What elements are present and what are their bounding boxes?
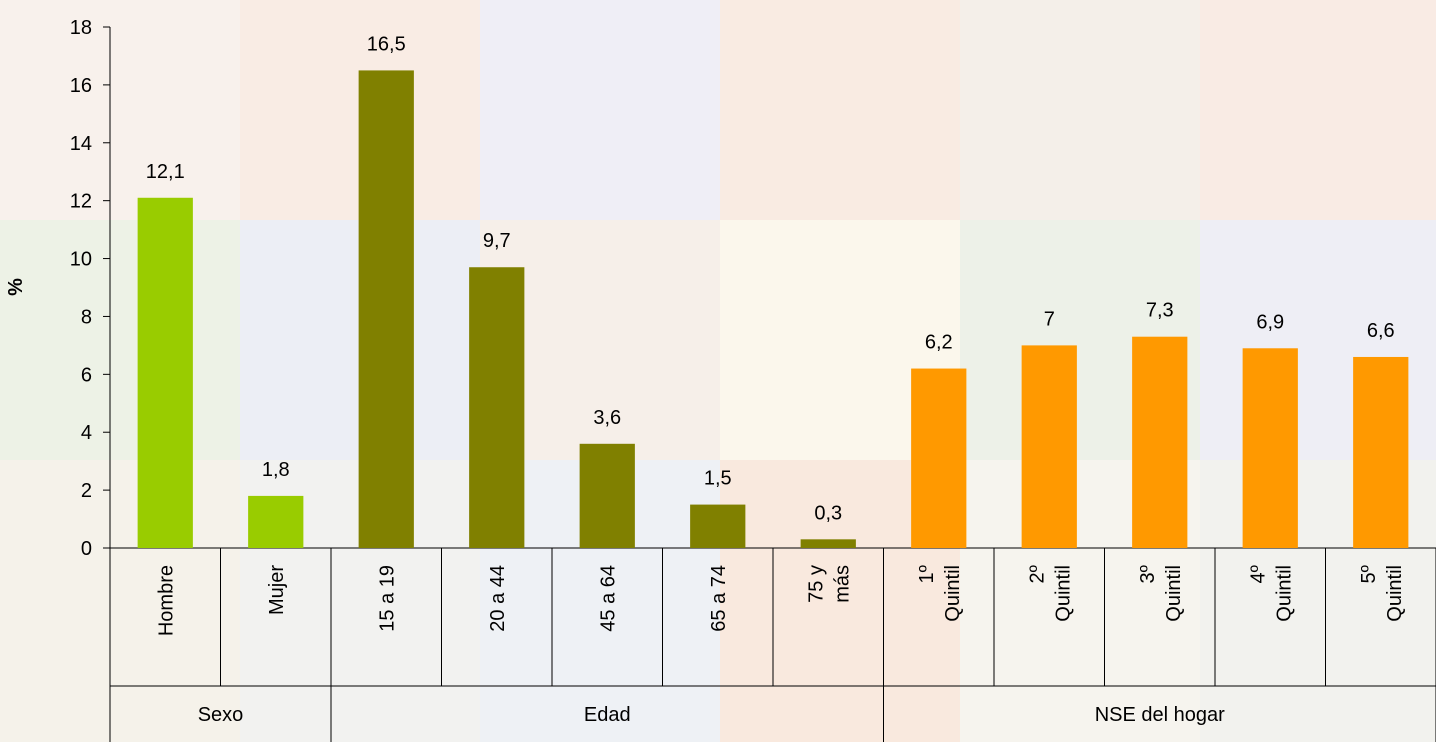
y-tick-label: 0 <box>81 538 92 560</box>
x-tick-label: 2º Quintil <box>1026 564 1074 621</box>
value-label: 3,6 <box>593 407 621 429</box>
bar <box>137 197 193 548</box>
bar <box>690 504 746 548</box>
value-label: 6,6 <box>1367 320 1395 342</box>
value-label: 0,3 <box>814 502 842 524</box>
value-label: 7 <box>1044 308 1055 330</box>
y-tick-label: 4 <box>81 422 92 444</box>
bar <box>800 539 856 548</box>
x-tick-label: Mujer <box>266 565 288 615</box>
bar <box>579 443 635 548</box>
group-label: NSE del hogar <box>1095 704 1225 726</box>
x-tick-label: 5º Quintil <box>1358 564 1406 621</box>
bar <box>911 368 967 548</box>
x-tick-label: 45 a 64 <box>597 565 619 632</box>
value-label: 7,3 <box>1146 300 1174 322</box>
y-tick-label: 6 <box>81 364 92 386</box>
value-label: 9,7 <box>483 230 511 252</box>
y-tick-label: 14 <box>70 133 92 155</box>
bar <box>248 495 304 548</box>
y-tick-label: 2 <box>81 480 92 502</box>
y-tick-label: 12 <box>70 191 92 213</box>
value-label: 1,8 <box>262 459 290 481</box>
y-tick-label: 16 <box>70 75 92 97</box>
bar <box>469 267 525 548</box>
bar <box>358 70 414 549</box>
value-label: 6,2 <box>925 332 953 354</box>
y-tick-label: 10 <box>70 249 92 271</box>
x-tick-label: 20 a 44 <box>487 565 509 632</box>
bar <box>1132 336 1188 548</box>
value-label: 12,1 <box>146 161 185 183</box>
x-tick-label: 15 a 19 <box>376 565 398 632</box>
value-label: 6,9 <box>1256 311 1284 333</box>
bar <box>1021 345 1077 548</box>
group-label: Edad <box>584 704 631 726</box>
value-label: 1,5 <box>704 468 732 490</box>
x-tick-label: 1º Quintil <box>916 564 964 621</box>
y-axis-label: % <box>5 278 27 296</box>
bar <box>1242 348 1298 548</box>
x-tick-label: 75 y más <box>805 565 853 603</box>
y-tick-label: 18 <box>70 17 92 39</box>
group-label: Sexo <box>198 704 244 726</box>
value-label: 16,5 <box>367 33 406 55</box>
bar <box>1353 356 1409 548</box>
x-tick-label: 4º Quintil <box>1247 564 1295 621</box>
y-tick-label: 8 <box>81 306 92 328</box>
x-tick-label: 65 a 74 <box>708 565 730 632</box>
x-tick-label: Hombre <box>155 565 177 636</box>
x-tick-label: 3º Quintil <box>1137 564 1185 621</box>
